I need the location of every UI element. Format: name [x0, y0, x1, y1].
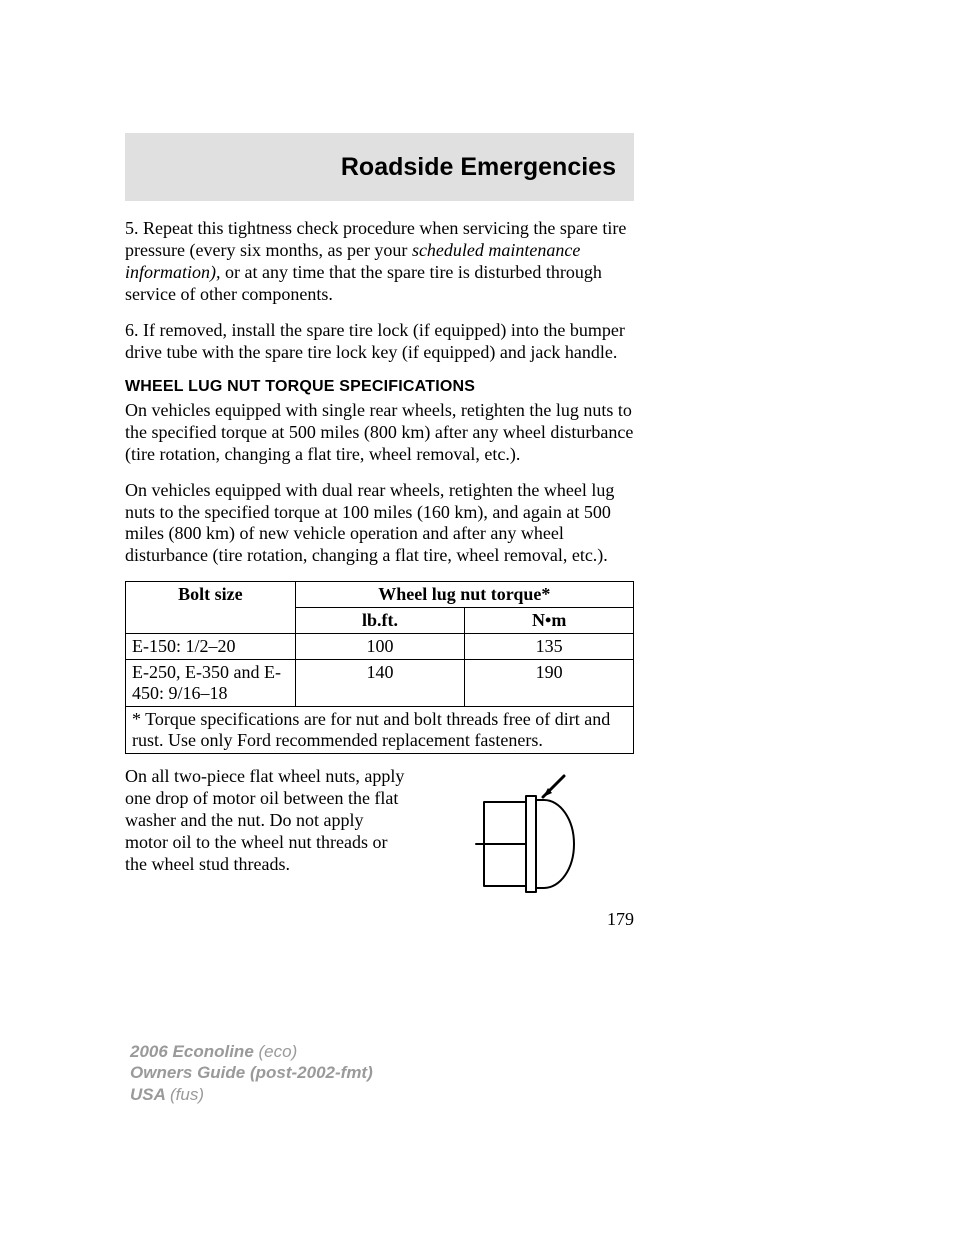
footer-line-3: USA (fus) — [130, 1084, 373, 1105]
body-column: 5. Repeat this tightness check procedure… — [125, 218, 634, 900]
footer-line-2: Owners Guide (post-2002-fmt) — [130, 1062, 373, 1083]
table-row: E-250, E-350 and E-450: 9/16–18 140 190 — [126, 660, 634, 707]
footer: 2006 Econoline (eco) Owners Guide (post-… — [130, 1041, 373, 1105]
section-heading: WHEEL LUG NUT TORQUE SPECIFICATIONS — [125, 378, 634, 396]
table-footnote: * Torque specifications are for nut and … — [126, 707, 634, 754]
page: Roadside Emergencies 5. Repeat this tigh… — [0, 0, 954, 1235]
th-torque: Wheel lug nut torque* — [295, 582, 633, 608]
th-nm: N•m — [465, 608, 634, 634]
table-footnote-row: * Torque specifications are for nut and … — [126, 707, 634, 754]
header-band: Roadside Emergencies — [125, 133, 634, 201]
after-table-block: On all two-piece flat wheel nuts, apply … — [125, 766, 634, 900]
cell-lbft: 100 — [295, 634, 465, 660]
table-header-row-1: Bolt size Wheel lug nut torque* — [126, 582, 634, 608]
cell-nm: 190 — [465, 660, 634, 707]
cell-bolt: E-250, E-350 and E-450: 9/16–18 — [126, 660, 296, 707]
step-5: 5. Repeat this tightness check procedure… — [125, 218, 634, 306]
footer-line-3-plain: (fus) — [170, 1085, 204, 1104]
after-table-text: On all two-piece flat wheel nuts, apply … — [125, 766, 407, 900]
footer-line-1: 2006 Econoline (eco) — [130, 1041, 373, 1062]
intro-single: On vehicles equipped with single rear wh… — [125, 400, 634, 466]
intro-dual: On vehicles equipped with dual rear whee… — [125, 480, 634, 568]
lug-nut-diagram-wrap — [407, 766, 634, 900]
th-lbft: lb.ft. — [295, 608, 465, 634]
page-title: Roadside Emergencies — [341, 153, 616, 182]
footer-line-1-plain: (eco) — [259, 1042, 298, 1061]
torque-table: Bolt size Wheel lug nut torque* lb.ft. N… — [125, 581, 634, 754]
footer-line-3-bold: USA — [130, 1085, 170, 1104]
lug-nut-diagram-icon — [466, 770, 576, 900]
page-number: 179 — [607, 909, 634, 930]
footer-line-1-bold: 2006 Econoline — [130, 1042, 259, 1061]
table-row: E-150: 1/2–20 100 135 — [126, 634, 634, 660]
cell-bolt: E-150: 1/2–20 — [126, 634, 296, 660]
cell-nm: 135 — [465, 634, 634, 660]
step-6: 6. If removed, install the spare tire lo… — [125, 320, 634, 364]
th-bolt-size: Bolt size — [126, 582, 296, 634]
cell-lbft: 140 — [295, 660, 465, 707]
